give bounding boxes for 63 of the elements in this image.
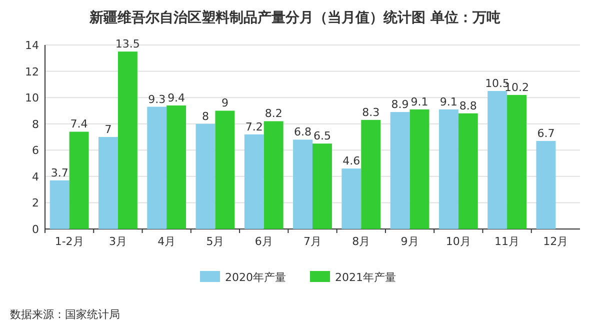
- bar: [264, 121, 284, 229]
- legend-label: 2020年产量: [225, 271, 286, 284]
- bar: [342, 168, 362, 229]
- data-label: 13.5: [115, 38, 140, 51]
- bar: [488, 91, 508, 229]
- data-label: 7.2: [245, 120, 263, 134]
- data-label: 7.4: [70, 118, 88, 131]
- bar: [69, 132, 89, 229]
- source-note: 数据来源：国家统计局: [10, 308, 120, 321]
- y-tick-label: 14: [25, 39, 39, 52]
- bar: [438, 109, 458, 229]
- bar: [215, 110, 235, 229]
- data-label: 9: [221, 96, 228, 110]
- x-tick-label: 3月: [108, 235, 127, 248]
- y-tick-label: 8: [32, 118, 39, 131]
- data-label: 8.9: [391, 98, 409, 112]
- y-tick-label: 10: [25, 92, 39, 105]
- bar: [50, 180, 70, 229]
- bar: [98, 137, 118, 229]
- bar: [536, 140, 556, 229]
- y-tick-label: 6: [32, 144, 39, 158]
- x-tick-label: 5月: [206, 235, 224, 248]
- data-label: 4.6: [342, 154, 360, 168]
- x-tick-label: 12月: [543, 235, 568, 248]
- legend-label: 2021年产量: [335, 271, 396, 284]
- data-label: 6.5: [313, 130, 331, 143]
- bar: [312, 144, 332, 229]
- y-tick-label: 2: [32, 196, 39, 210]
- data-label: 8: [202, 110, 209, 123]
- data-label: 6.8: [294, 126, 312, 139]
- data-label: 3.7: [50, 166, 68, 180]
- y-tick-label: 12: [25, 65, 39, 78]
- data-label: 9.3: [148, 92, 166, 106]
- chart-title: 新疆维吾尔自治区塑料制品产量分月（当月值）统计图 单位：万吨: [88, 9, 500, 26]
- bar: [293, 140, 312, 229]
- bar: [458, 113, 478, 229]
- x-tick-label: 6月: [254, 235, 273, 248]
- data-label: 6.7: [537, 126, 555, 140]
- data-label: 9.4: [168, 91, 186, 104]
- bar: [507, 94, 526, 229]
- x-tick-label: 9月: [400, 235, 419, 248]
- x-tick-label: 1-2月: [54, 235, 84, 248]
- bar: [244, 134, 264, 229]
- x-tick-label: 7月: [304, 235, 322, 248]
- bar: [410, 109, 430, 229]
- data-label: 8.3: [362, 106, 380, 119]
- y-tick-label: 0: [32, 223, 39, 236]
- x-tick-label: 11月: [494, 235, 520, 248]
- data-label: 8.2: [264, 107, 282, 120]
- bar: [147, 106, 167, 229]
- x-tick-label: 8月: [352, 235, 370, 248]
- bar: [390, 112, 410, 229]
- bar: [166, 105, 186, 229]
- x-tick-label: 4月: [158, 235, 176, 248]
- data-label: 9.1: [410, 95, 428, 108]
- x-tick-label: 10月: [446, 235, 471, 248]
- bar: [118, 52, 138, 229]
- bar: [361, 120, 381, 229]
- y-tick-label: 4: [32, 170, 39, 184]
- data-label: 9.1: [440, 95, 458, 108]
- bar: [196, 124, 216, 229]
- data-label: 8.8: [459, 99, 477, 112]
- data-label: 7: [104, 123, 112, 136]
